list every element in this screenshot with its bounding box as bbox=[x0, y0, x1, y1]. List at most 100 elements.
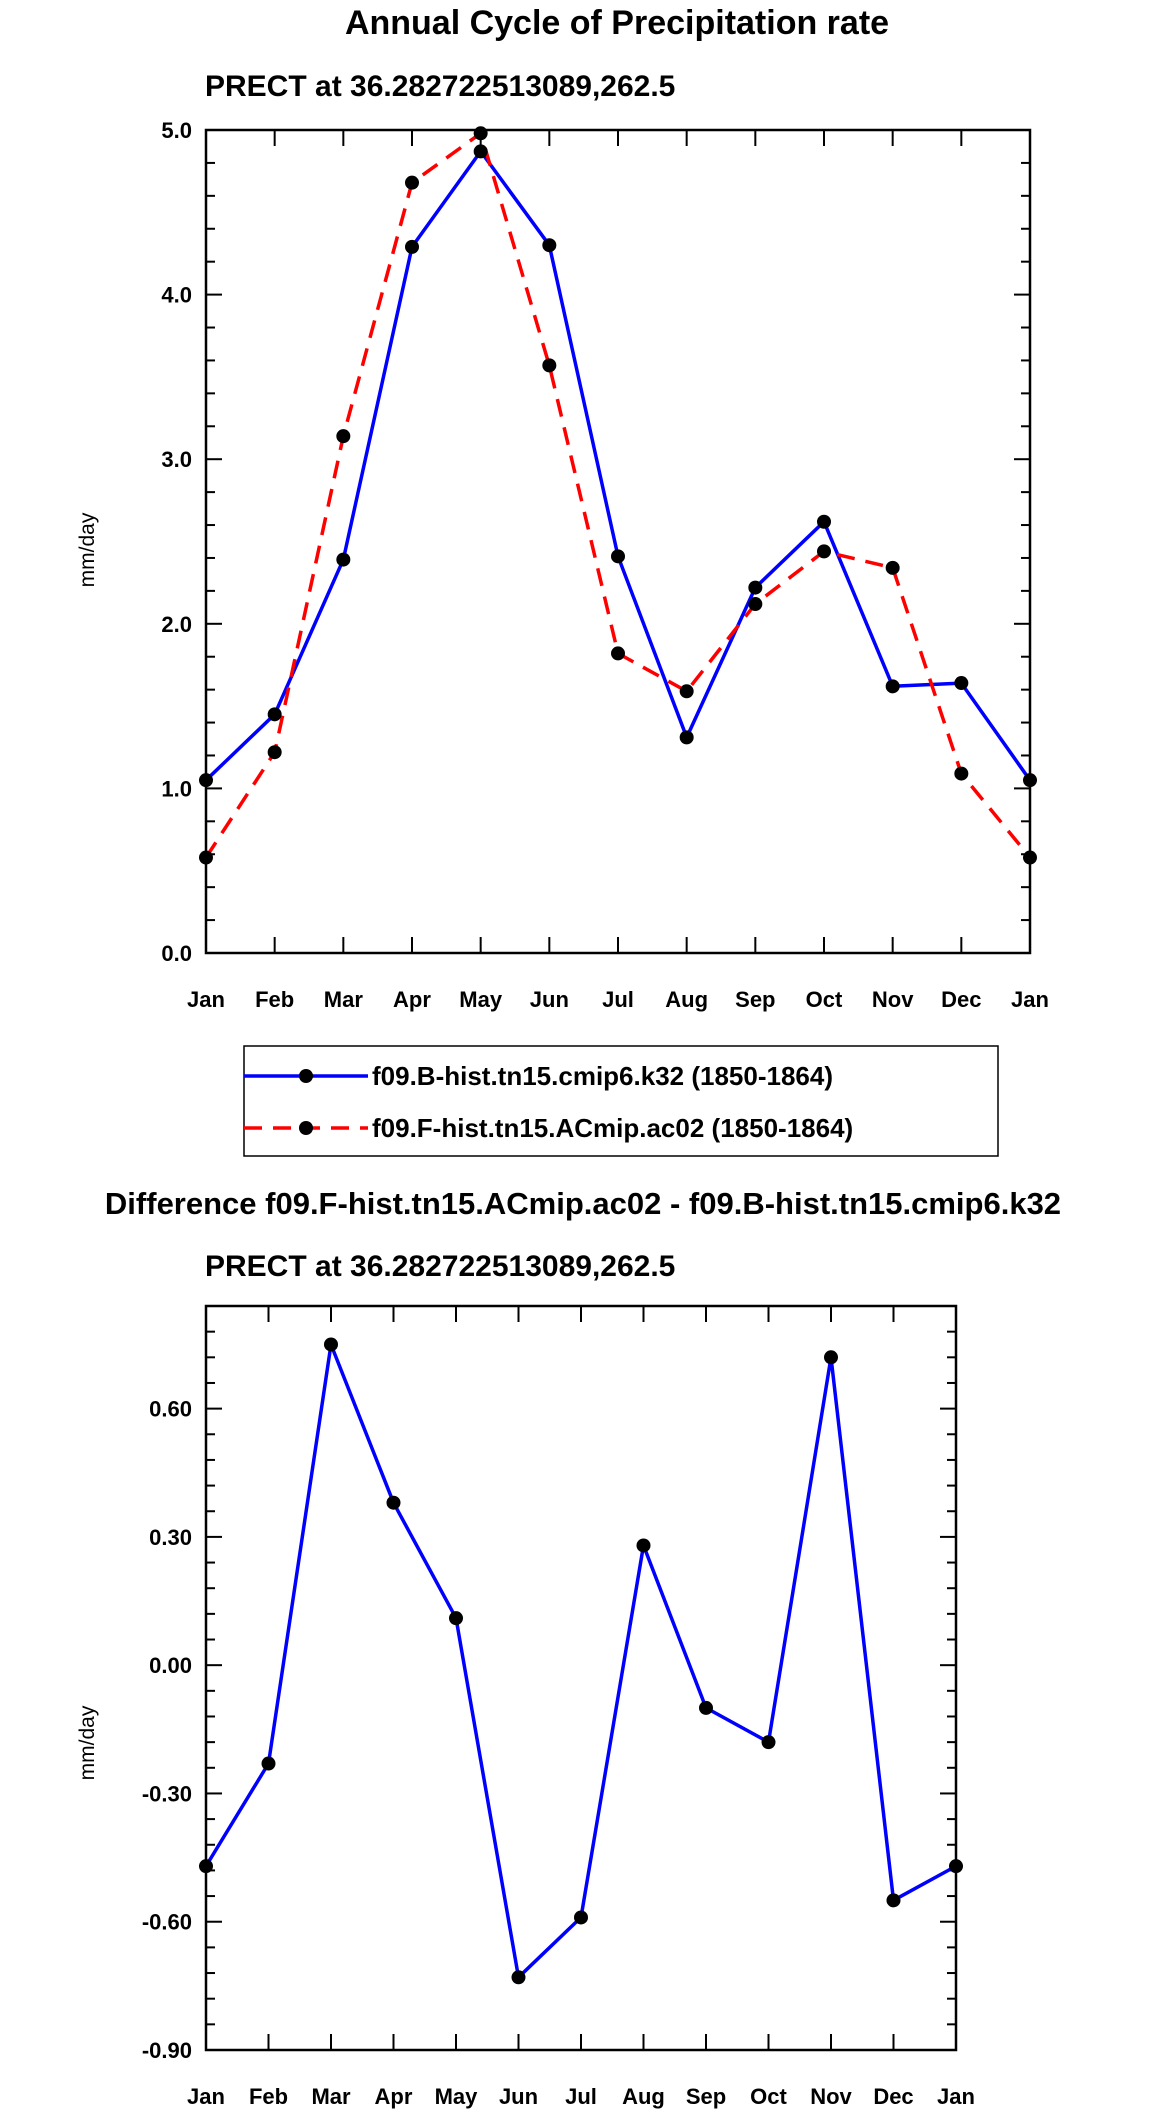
c1-data-point bbox=[267, 745, 282, 760]
chart1-ytick-label: 5.0 bbox=[161, 118, 192, 143]
c1-data-point bbox=[817, 544, 831, 559]
legend: f09.B-hist.tn15.cmip6.k32 (1850-1864) f0… bbox=[243, 1045, 999, 1157]
chart1-axes bbox=[204, 128, 1032, 955]
chart2-xtick-label: Nov bbox=[810, 2084, 852, 2109]
chart1-xtick-label: Aug bbox=[665, 987, 708, 1012]
chart2-xtick-label: Oct bbox=[750, 2084, 787, 2109]
legend-box bbox=[243, 1045, 999, 1157]
chart1-xtick-labels: Jan Feb Mar Apr May Jun Jul Aug Sep Oct … bbox=[187, 987, 1049, 1012]
chart1-xtick-label: Dec bbox=[941, 987, 981, 1012]
c2-data-point bbox=[574, 1910, 588, 1925]
chart1-xtick-label: Oct bbox=[806, 987, 843, 1012]
c1-data-point bbox=[199, 850, 213, 865]
c1-data-point bbox=[611, 646, 625, 661]
chart1-xtick-label: Apr bbox=[393, 987, 431, 1012]
chart1-xtick-label: Feb bbox=[255, 987, 294, 1012]
chart1-ytick-label: 4.0 bbox=[161, 283, 192, 308]
c2-data-point bbox=[699, 1700, 713, 1715]
c1-data-point bbox=[1023, 850, 1037, 865]
c2-data-point bbox=[636, 1538, 651, 1553]
chart2-xtick-label: Jun bbox=[499, 2084, 538, 2109]
chart2-subtitle: PRECT at 36.282722513089,262.5 bbox=[205, 1250, 675, 1283]
chart1-xtick-label: Nov bbox=[872, 987, 914, 1012]
chart2-xtick-labels: Jan Feb Mar Apr May Jun Jul Aug Sep Oct … bbox=[187, 2084, 975, 2109]
difference-chart: Difference f09.F-hist.tn15.ACmip.ac02 - … bbox=[76, 1186, 1061, 2109]
chart2-xtick-label: Apr bbox=[375, 2084, 413, 2109]
legend-marker-series1 bbox=[299, 1069, 313, 1083]
chart2-xtick-label: May bbox=[435, 2084, 479, 2109]
chart1-title: Annual Cycle of Precipitation rate bbox=[345, 4, 889, 42]
chart2-ytick-labels: -0.90 -0.60 -0.30 0.00 0.30 0.60 bbox=[142, 1397, 192, 2063]
c2-data-point bbox=[386, 1495, 401, 1510]
chart2-xtick-label: Mar bbox=[311, 2084, 351, 2109]
c2-data-point bbox=[824, 1350, 838, 1365]
chart1-ytick-label: 3.0 bbox=[161, 447, 192, 472]
c2-series-line-1 bbox=[204, 1342, 957, 1980]
c1-data-point bbox=[817, 514, 831, 529]
chart2-ytick-label: -0.30 bbox=[142, 1781, 192, 1806]
c1-series-line-1 bbox=[204, 149, 1032, 782]
c1-data-point bbox=[405, 175, 419, 190]
c2-data-point bbox=[324, 1337, 338, 1352]
chart2-axes bbox=[204, 1304, 958, 2052]
chart2-xtick-label: Feb bbox=[249, 2084, 288, 2109]
chart2-xtick-label: Jul bbox=[565, 2084, 597, 2109]
c2-data-point bbox=[886, 1893, 901, 1908]
chart2-ytick-label: 0.00 bbox=[149, 1653, 192, 1678]
chart2-xtick-label: Sep bbox=[686, 2084, 726, 2109]
c1-data-point bbox=[1023, 773, 1037, 788]
chart1-ytick-label: 1.0 bbox=[161, 776, 192, 801]
c1-data-point bbox=[542, 358, 557, 373]
chart1-subtitle: PRECT at 36.282722513089,262.5 bbox=[205, 70, 675, 103]
chart2-series bbox=[199, 1337, 963, 1985]
legend-marker-series2 bbox=[299, 1121, 313, 1135]
c1-data-point bbox=[473, 126, 488, 141]
chart1-xtick-label: Sep bbox=[735, 987, 775, 1012]
chart1-ytick-label: 0.0 bbox=[161, 941, 192, 966]
c1-data-point bbox=[267, 707, 282, 722]
chart1-xtick-label: Jul bbox=[602, 987, 634, 1012]
c1-data-point bbox=[748, 597, 763, 612]
c1-data-point bbox=[336, 429, 351, 444]
chart1-ytick-labels: 0.0 1.0 2.0 3.0 4.0 5.0 bbox=[161, 118, 192, 966]
chart1-xtick-label: Jun bbox=[530, 987, 569, 1012]
chart1-series bbox=[199, 126, 1037, 865]
chart2-ytick-label: 0.60 bbox=[149, 1397, 192, 1422]
chart1-ytick-label: 2.0 bbox=[161, 612, 192, 637]
c1-data-point bbox=[473, 144, 488, 159]
c2-data-point bbox=[261, 1756, 276, 1771]
c1-data-point bbox=[885, 679, 900, 694]
chart1-ylabel: mm/day bbox=[76, 512, 99, 587]
c1-data-point bbox=[336, 552, 351, 567]
c2-data-point bbox=[761, 1735, 776, 1750]
c1-data-point bbox=[611, 549, 625, 564]
c1-data-point bbox=[679, 730, 694, 745]
c1-series-line-2 bbox=[204, 131, 1032, 859]
c1-data-point bbox=[405, 239, 419, 254]
chart2-ytick-label: 0.30 bbox=[149, 1525, 192, 1550]
chart2-ylabel: mm/day bbox=[76, 1705, 99, 1780]
legend-label-series1: f09.B-hist.tn15.cmip6.k32 (1850-1864) bbox=[372, 1061, 833, 1091]
chart1-xtick-label: May bbox=[459, 987, 503, 1012]
c1-data-point bbox=[199, 773, 213, 788]
chart1-xtick-label: Jan bbox=[187, 987, 225, 1012]
chart2-ytick-label: -0.90 bbox=[142, 2038, 192, 2063]
c2-data-point bbox=[199, 1859, 213, 1874]
c2-data-point bbox=[449, 1611, 463, 1626]
chart1-xtick-label: Jan bbox=[1011, 987, 1049, 1012]
chart2-title: Difference f09.F-hist.tn15.ACmip.ac02 - … bbox=[105, 1186, 1061, 1221]
c1-data-point bbox=[954, 676, 969, 691]
chart2-xtick-label: Jan bbox=[187, 2084, 225, 2109]
chart2-xtick-label: Jan bbox=[937, 2084, 975, 2109]
c2-data-point bbox=[511, 1970, 526, 1985]
annual-cycle-chart: Annual Cycle of Precipitation rate PRECT… bbox=[76, 4, 1049, 1157]
c1-frame bbox=[204, 128, 1032, 955]
chart1-xtick-label: Mar bbox=[324, 987, 364, 1012]
c1-data-point bbox=[542, 238, 557, 253]
c1-data-point bbox=[748, 580, 763, 595]
legend-label-series2: f09.F-hist.tn15.ACmip.ac02 (1850-1864) bbox=[372, 1113, 853, 1143]
c1-data-point bbox=[885, 560, 900, 575]
c2-data-point bbox=[949, 1859, 963, 1874]
chart2-ytick-label: -0.60 bbox=[142, 1910, 192, 1935]
